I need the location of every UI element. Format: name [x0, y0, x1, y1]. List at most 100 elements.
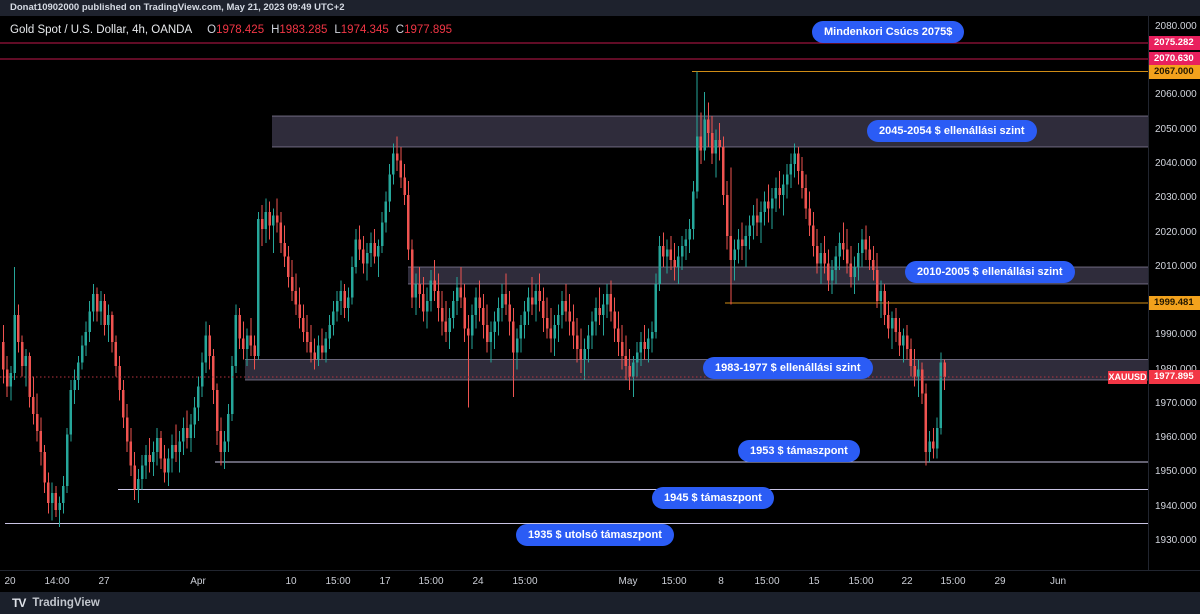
price-axis[interactable]: 2080.000 2060.000 2050.000 2040.000 2030.000…	[1148, 16, 1200, 570]
candle	[602, 294, 605, 336]
candle	[62, 475, 65, 514]
chart-pane[interactable]: Gold Spot / U.S. Dollar, 4h, OANDA O1978.…	[0, 16, 1148, 570]
candle	[440, 290, 444, 336]
tradingview-bar: TV TradingView	[0, 592, 1200, 614]
candle	[208, 325, 211, 370]
candle	[403, 164, 406, 206]
candle	[20, 335, 24, 377]
candle	[512, 307, 515, 397]
candle	[744, 225, 747, 267]
annotation-pill-support-1945[interactable]: 1945 $ támaszpont	[652, 487, 774, 509]
annotation-pill-resistance-2045-2054[interactable]: 2045-2054 $ ellenállási szint	[867, 120, 1037, 142]
annotation-pill-ath[interactable]: Mindenkori Csúcs 2075$	[812, 21, 965, 43]
tradingview-logo-icon[interactable]: TV	[12, 596, 26, 610]
candle	[24, 349, 27, 387]
candle	[159, 431, 162, 469]
candle	[455, 277, 459, 315]
candle	[575, 318, 579, 363]
candle	[722, 136, 725, 206]
candle	[365, 242, 369, 281]
candle	[350, 256, 354, 305]
candle	[617, 311, 620, 356]
candle	[339, 280, 342, 315]
candle	[677, 246, 680, 284]
annotation-pill-resistance-2010-2005[interactable]: 2010-2005 $ ellenállási szint	[905, 261, 1075, 283]
ohlc-values: O1978.425 H1983.285 L1974.345 C1977.895	[200, 24, 452, 36]
candle	[917, 359, 920, 397]
time-axis[interactable]: 20 14:00 27 Apr 10 15:00 17 15:00 24 15:00 May 15:0…	[0, 570, 1200, 592]
candle	[39, 417, 42, 466]
candle	[838, 232, 841, 271]
candle	[328, 314, 331, 350]
symbol-header: Gold Spot / U.S. Dollar, 4h, OANDA O1978.…	[10, 24, 452, 36]
candle	[377, 239, 380, 278]
candle	[103, 294, 106, 336]
candle	[864, 225, 867, 260]
candle	[920, 362, 924, 404]
candle	[354, 229, 357, 274]
candle	[99, 290, 102, 326]
price-axis-label: 2080.000	[1155, 20, 1197, 32]
candle	[879, 280, 882, 319]
candle	[320, 328, 324, 360]
ohlc-open-value: 1978.425	[216, 24, 265, 36]
candle	[620, 325, 624, 370]
candle	[17, 304, 20, 353]
candle	[557, 304, 560, 343]
candle	[673, 242, 676, 281]
candle	[88, 301, 91, 343]
ohlc-high-label: H	[271, 24, 280, 36]
time-axis-label: 29	[994, 576, 1006, 587]
candle	[73, 369, 76, 404]
candle	[860, 229, 864, 267]
candle	[759, 201, 762, 243]
candle	[305, 314, 309, 353]
candle	[249, 318, 252, 356]
candle	[268, 201, 271, 240]
candlestick-chart	[0, 42, 1148, 528]
candle	[35, 393, 39, 442]
annotation-pill-resistance-1983-1977[interactable]: 1983-1977 $ ellenállási szint	[703, 357, 873, 379]
candle	[437, 273, 440, 322]
price-axis-label: 2030.000	[1155, 192, 1197, 204]
candle	[47, 472, 50, 514]
candle	[647, 328, 650, 363]
candle	[737, 229, 740, 264]
candle	[384, 191, 387, 233]
candle	[335, 290, 339, 322]
candle	[538, 273, 541, 312]
candle	[628, 349, 631, 391]
publish-info-text: Donat10902000 published on TradingView.c…	[10, 2, 345, 13]
time-axis-label: Apr	[190, 576, 206, 587]
candle	[482, 294, 485, 339]
candle	[898, 318, 901, 356]
price-axis-badge: 1977.895	[1149, 369, 1200, 384]
candle	[178, 431, 181, 473]
candle	[549, 307, 552, 353]
annotation-pill-support-1935[interactable]: 1935 $ utolsó támaszpont	[516, 524, 674, 546]
candle	[193, 396, 196, 439]
ohlc-low-label: L	[334, 24, 341, 36]
candle	[245, 328, 249, 367]
candle	[827, 249, 830, 291]
candle	[830, 259, 834, 295]
annotation-pill-support-1953[interactable]: 1953 $ támaszpont	[738, 440, 860, 462]
candle	[763, 191, 766, 226]
candle	[110, 311, 114, 353]
time-axis-label: 15:00	[325, 576, 351, 587]
tradingview-wordmark[interactable]: TradingView	[32, 597, 100, 609]
candle	[69, 379, 72, 442]
candle	[148, 438, 151, 473]
candle	[883, 283, 886, 326]
candle	[857, 242, 860, 281]
candle	[358, 225, 361, 260]
time-axis-label: Jun	[1049, 576, 1067, 587]
candle	[152, 441, 155, 476]
candle	[174, 424, 177, 463]
time-axis-label: 15:00	[848, 576, 874, 587]
candle	[332, 301, 335, 336]
candle	[302, 304, 305, 343]
ohlc-low-value: 1974.345	[340, 24, 389, 36]
candle	[699, 112, 702, 165]
